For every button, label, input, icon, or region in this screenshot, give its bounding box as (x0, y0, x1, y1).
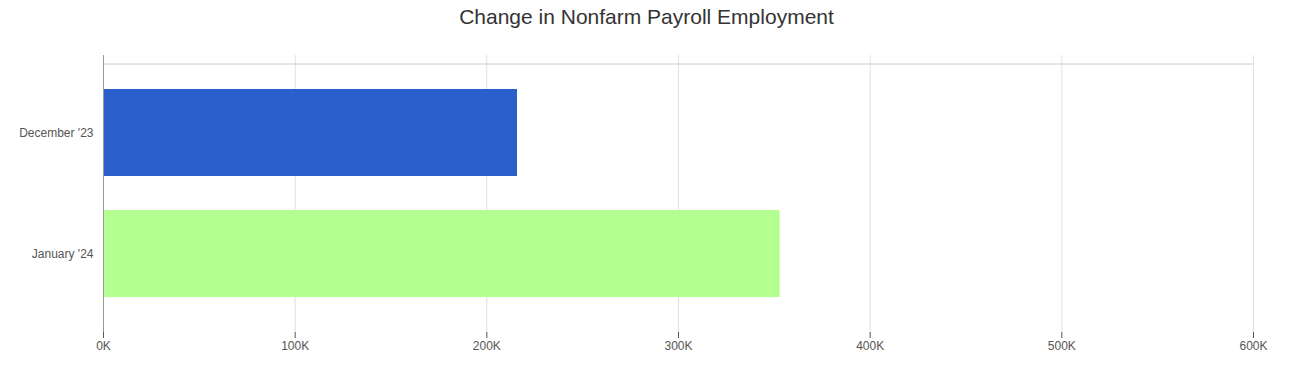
svg-text:0K: 0K (96, 339, 111, 353)
svg-text:600K: 600K (1239, 339, 1267, 353)
svg-text:200K: 200K (473, 339, 501, 353)
html-text:Change in Nonfarm Payroll Empl: Change in Nonfarm Payroll Employment (459, 5, 834, 28)
svg-text:500K: 500K (1048, 339, 1076, 353)
svg-text:400K: 400K (856, 339, 884, 353)
svg-text:January '24: January '24 (32, 247, 94, 261)
svg-text:December '23: December '23 (19, 126, 94, 140)
svg-text:100K: 100K (281, 339, 309, 353)
svg-text:300K: 300K (664, 339, 692, 353)
